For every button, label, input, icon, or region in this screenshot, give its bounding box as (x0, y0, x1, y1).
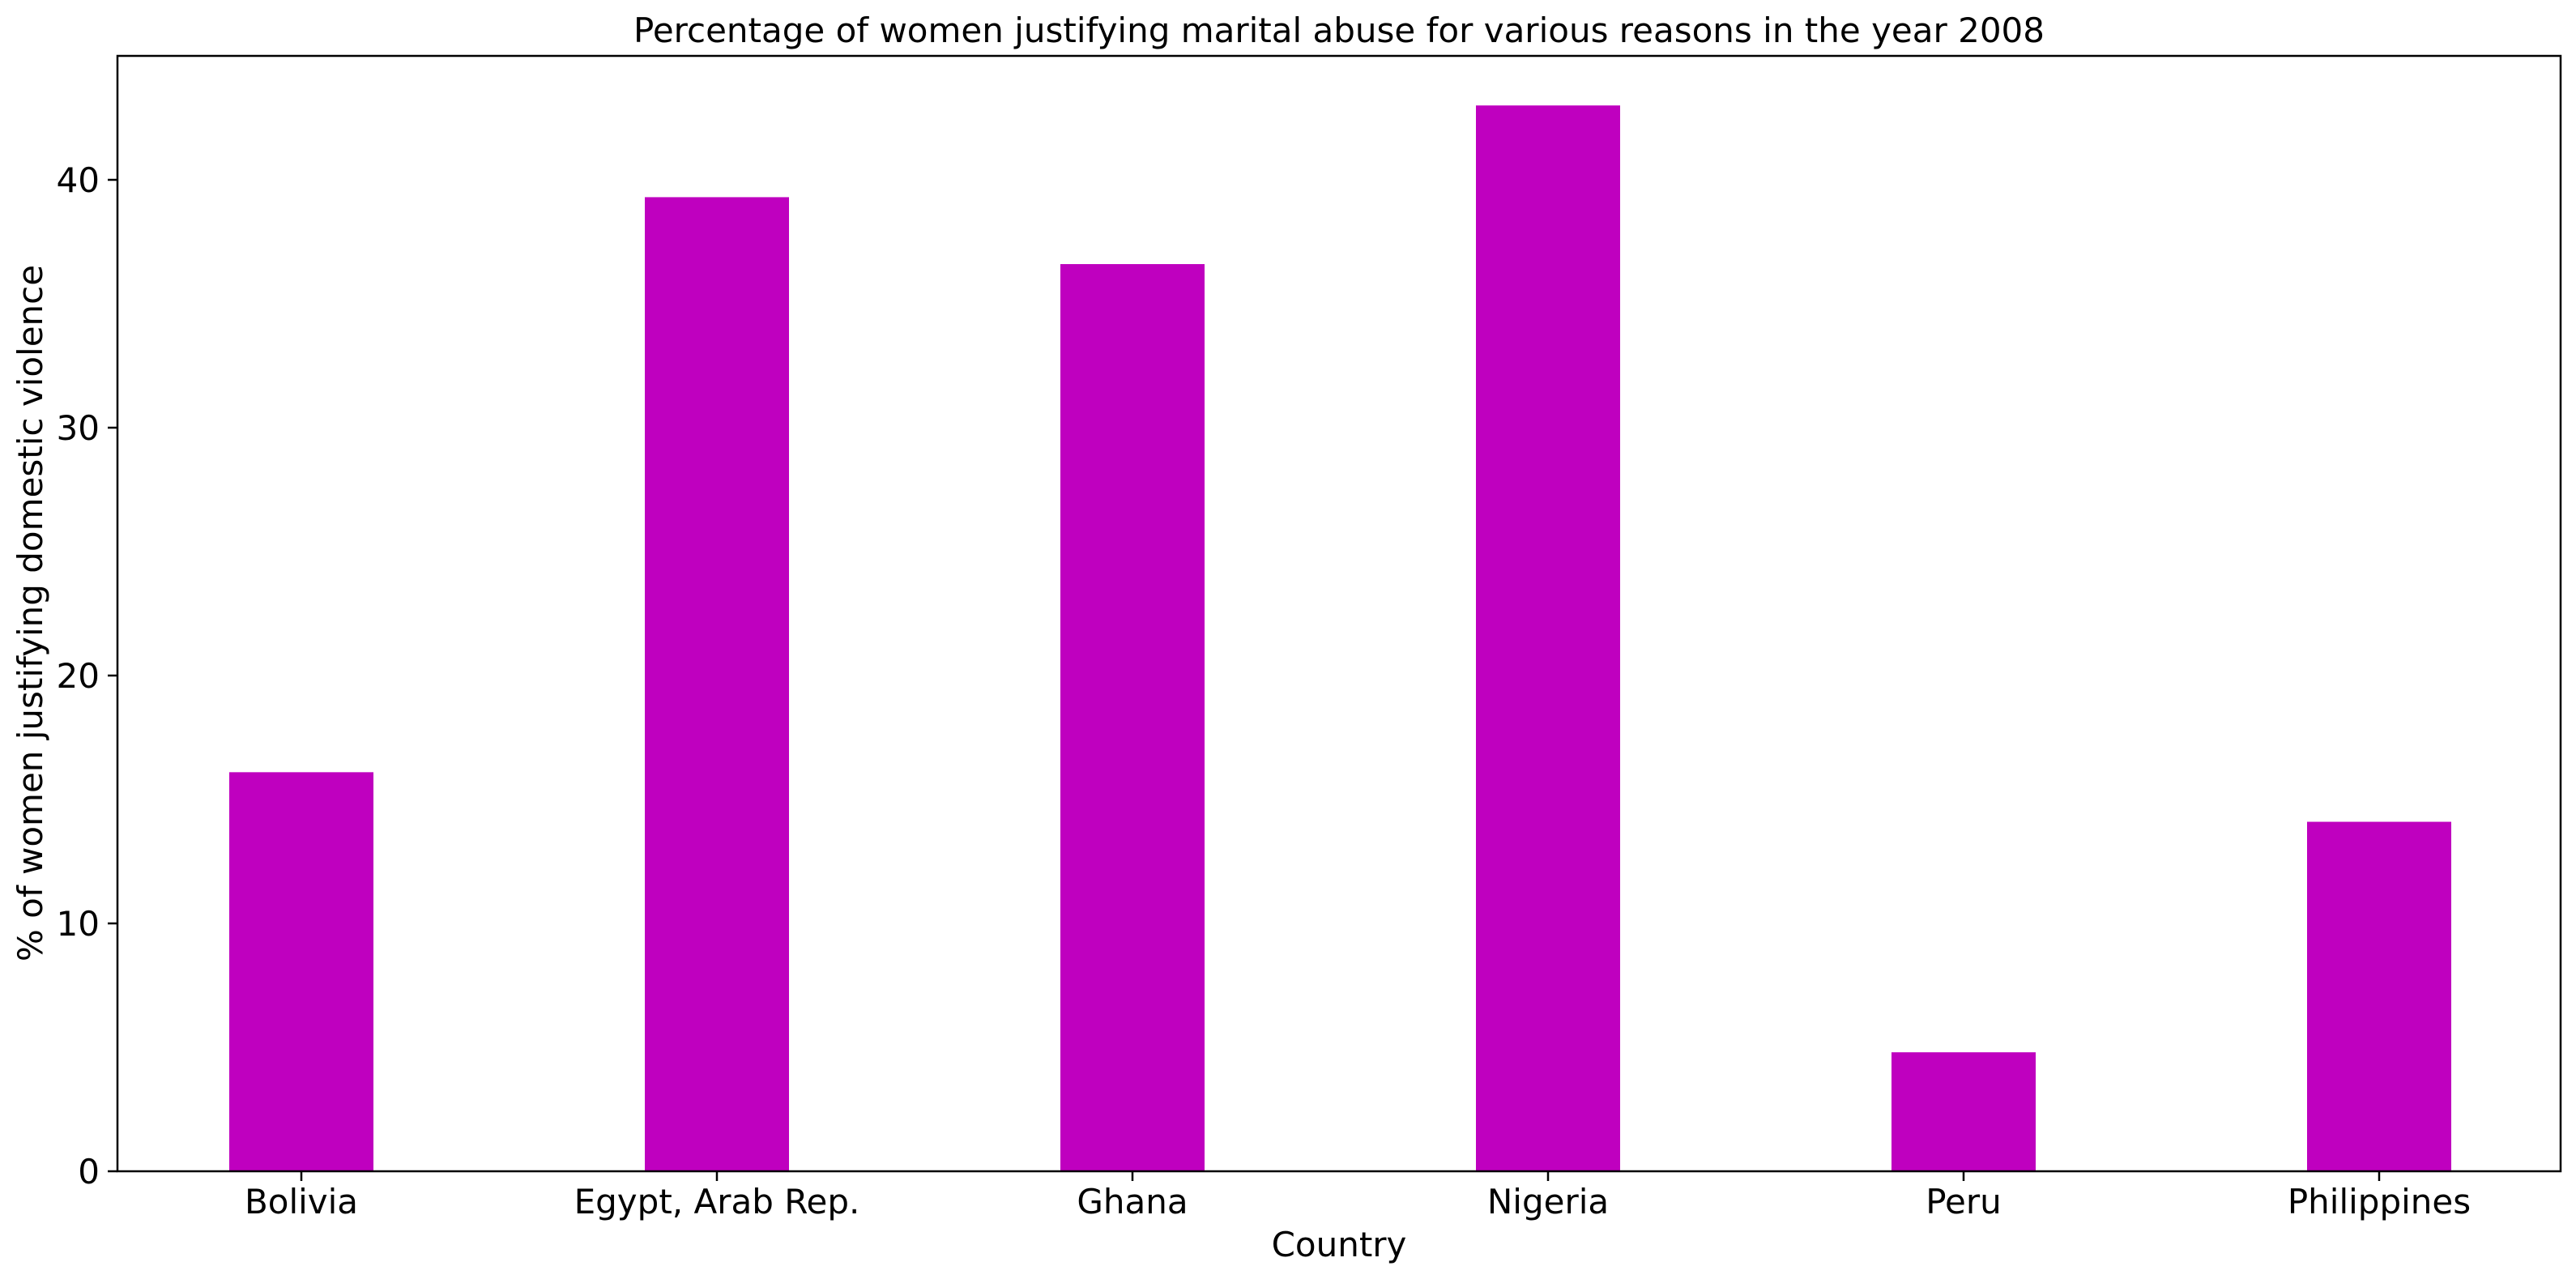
bars-group (229, 105, 2451, 1172)
x-tick-label: Ghana (1077, 1182, 1188, 1221)
y-tick-label: 10 (57, 904, 100, 944)
plot-frame (116, 54, 2562, 1173)
x-tick-label: Philippines (2288, 1182, 2471, 1221)
x-axis-label: Country (1272, 1225, 1407, 1264)
bar-nigeria (1476, 105, 1620, 1172)
chart-title: Percentage of women justifying marital a… (633, 11, 2045, 50)
x-tick-label: Bolivia (245, 1182, 358, 1221)
y-tick-label: 20 (57, 656, 100, 696)
x-tick-label: Peru (1926, 1182, 2002, 1221)
y-tick-label: 40 (57, 160, 100, 200)
bar-peru (1891, 1052, 2036, 1171)
bar-bolivia (229, 772, 373, 1171)
bar-ghana (1060, 264, 1205, 1171)
x-tick-label: Egypt, Arab Rep. (574, 1182, 860, 1221)
bar-egypt-arab-rep (645, 197, 789, 1171)
y-axis-label: % of women justifying domestic violence (11, 265, 50, 961)
y-tick-label: 30 (57, 408, 100, 448)
y-axis: 0 10 20 30 40 (57, 160, 117, 1192)
x-tick-label: Nigeria (1487, 1182, 1609, 1221)
bar-philippines (2307, 821, 2451, 1171)
x-axis: Bolivia Egypt, Arab Rep. Ghana Nigeria Peru P… (245, 1171, 2471, 1221)
y-tick-label: 0 (78, 1152, 100, 1192)
